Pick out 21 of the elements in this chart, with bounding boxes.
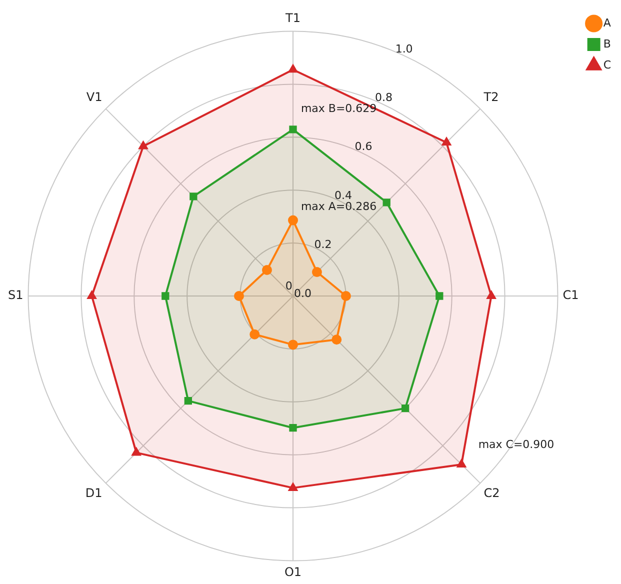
legend-label: B [603,37,611,50]
legend-label: A [603,16,612,30]
text: max C=0.900 [478,438,554,452]
y-tick-label: 0.0 [294,286,312,300]
spoke-label: S1 [8,288,24,302]
spoke-label: V1 [86,90,102,104]
y-tick-label: 0.4 [334,189,352,202]
spoke-label: D1 [85,486,102,500]
spoke-label: T2 [482,90,499,104]
y-tick-label: 0.2 [314,238,332,251]
legend-label: C [603,58,612,72]
spoke-label: C1 [562,288,579,302]
spoke-label: T1 [284,11,300,26]
spoke-label: O1 [284,565,302,580]
text: 0 [285,279,292,292]
y-tick-label: 0.8 [375,91,393,104]
spoke-label: C2 [484,486,500,500]
y-tick-label: 0.6 [354,140,372,154]
text: max B=0.629 [300,102,377,115]
text: max A=0.286 [300,200,377,213]
y-tick-label: 1.0 [395,42,413,56]
